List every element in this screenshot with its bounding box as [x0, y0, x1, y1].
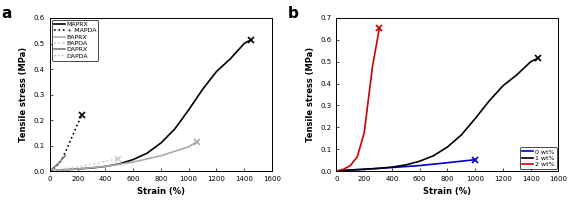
- 0 wt%: [388, 166, 395, 169]
- DAPDA: [57, 160, 64, 163]
- BAPRX: [158, 155, 164, 157]
- 1 wt%: [534, 57, 541, 60]
- 2 wt%: [361, 132, 368, 134]
- DAPRX: [46, 170, 53, 172]
- MAPRX: [227, 58, 234, 60]
- 2 wt%: [340, 168, 347, 170]
- 1 wt%: [527, 61, 534, 63]
- 0 wt%: [416, 164, 423, 167]
- MAPRX: [46, 170, 53, 172]
- Line: DAPRX: DAPRX: [50, 156, 65, 171]
- MAPRX: [199, 88, 206, 91]
- MAPRX: [129, 158, 136, 161]
- Line: + MAPDA: + MAPDA: [50, 115, 82, 171]
- MAPRX: [144, 152, 151, 154]
- Line: 0 wt%: 0 wt%: [336, 160, 475, 171]
- Y-axis label: Tensile stress (MPa): Tensile stress (MPa): [19, 47, 28, 142]
- Y-axis label: Tensile stress (MPa): Tensile stress (MPa): [306, 47, 315, 142]
- MAPRX: [171, 128, 178, 130]
- DAPRX: [62, 155, 69, 157]
- MAPRX: [158, 142, 164, 144]
- DAPDA: [50, 167, 57, 170]
- 1 wt%: [361, 168, 368, 170]
- Line: BAPRX: BAPRX: [50, 142, 197, 171]
- BAPRX: [194, 140, 201, 143]
- BAPDA: [102, 160, 109, 163]
- 1 wt%: [375, 167, 382, 170]
- MAPRX: [88, 167, 95, 169]
- 1 wt%: [513, 74, 520, 76]
- Text: a: a: [1, 6, 11, 21]
- + MAPDA: [58, 160, 65, 162]
- 1 wt%: [416, 160, 423, 162]
- Line: 1 wt%: 1 wt%: [336, 58, 537, 171]
- Line: BAPDA: BAPDA: [50, 159, 118, 171]
- + MAPDA: [74, 123, 81, 125]
- DAPRX: [59, 158, 66, 160]
- MAPRX: [185, 109, 192, 111]
- + MAPDA: [46, 170, 53, 172]
- 1 wt%: [472, 117, 478, 120]
- DAPDA: [46, 170, 53, 172]
- DAPRX: [55, 162, 62, 165]
- 1 wt%: [486, 100, 493, 102]
- MAPRX: [102, 165, 109, 168]
- 0 wt%: [333, 170, 340, 172]
- BAPDA: [115, 158, 121, 160]
- X-axis label: Strain (%): Strain (%): [423, 187, 472, 196]
- 1 wt%: [388, 166, 395, 168]
- BAPDA: [74, 166, 81, 168]
- 2 wt%: [354, 156, 361, 158]
- DAPRX: [50, 166, 57, 168]
- X-axis label: Strain (%): Strain (%): [137, 187, 185, 196]
- + MAPDA: [52, 166, 59, 168]
- MAPRX: [248, 38, 254, 41]
- DAPDA: [53, 164, 60, 167]
- Line: MAPRX: MAPRX: [50, 40, 251, 171]
- BAPDA: [46, 170, 53, 172]
- 0 wt%: [472, 158, 478, 161]
- BAPRX: [129, 161, 136, 163]
- 2 wt%: [347, 164, 354, 167]
- 1 wt%: [444, 146, 451, 148]
- Legend: 0 wt%, 1 wt%, 2 wt%: 0 wt%, 1 wt%, 2 wt%: [520, 147, 556, 169]
- + MAPDA: [69, 135, 76, 138]
- 1 wt%: [430, 155, 437, 157]
- MAPRX: [213, 70, 220, 73]
- BAPDA: [60, 168, 67, 170]
- BAPRX: [102, 165, 109, 168]
- 1 wt%: [347, 169, 354, 171]
- BAPRX: [74, 168, 81, 170]
- BAPDA: [88, 163, 95, 166]
- MAPRX: [116, 163, 123, 165]
- Line: DAPDA: DAPDA: [50, 158, 63, 171]
- 0 wt%: [444, 162, 451, 164]
- Legend: MAPRX, + MAPDA, BAPRX, BAPDA, DAPRX, DAPDA: MAPRX, + MAPDA, BAPRX, BAPDA, DAPRX, DAP…: [52, 20, 98, 61]
- DAPDA: [60, 157, 66, 159]
- 1 wt%: [402, 164, 409, 166]
- 2 wt%: [376, 27, 383, 29]
- 0 wt%: [361, 168, 368, 170]
- Text: b: b: [288, 6, 299, 21]
- + MAPDA: [79, 114, 85, 116]
- BAPRX: [185, 146, 192, 148]
- 1 wt%: [458, 134, 465, 136]
- 1 wt%: [333, 170, 340, 172]
- MAPRX: [241, 42, 248, 45]
- Line: 2 wt%: 2 wt%: [336, 28, 379, 171]
- 2 wt%: [333, 170, 340, 172]
- MAPRX: [60, 168, 67, 171]
- 2 wt%: [369, 65, 376, 67]
- + MAPDA: [63, 148, 70, 150]
- MAPRX: [74, 168, 81, 170]
- 1 wt%: [500, 85, 507, 87]
- BAPRX: [46, 170, 53, 172]
